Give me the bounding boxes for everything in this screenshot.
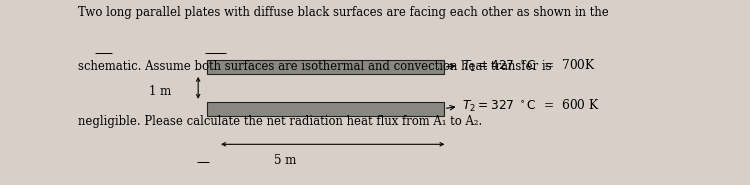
Text: schematic. Assume both surfaces are isothermal and convection heat transfer is: schematic. Assume both surfaces are isot… — [78, 60, 551, 73]
Text: 5 m: 5 m — [274, 154, 296, 167]
Text: $T_2 = 327\ ^\circ\mathrm{C}$  =  600 K: $T_2 = 327\ ^\circ\mathrm{C}$ = 600 K — [462, 98, 600, 115]
FancyBboxPatch shape — [207, 102, 444, 116]
Text: Two long parallel plates with diffuse black surfaces are facing each other as sh: Two long parallel plates with diffuse bl… — [78, 6, 608, 18]
Text: negligible. Please calculate the net radiation heat flux from A₁ to A₂.: negligible. Please calculate the net rad… — [78, 115, 482, 128]
FancyBboxPatch shape — [207, 60, 444, 74]
Text: 1 m: 1 m — [149, 85, 172, 98]
Text: $T_1 = 427\ ^\circ\mathrm{C}$  =  700K: $T_1 = 427\ ^\circ\mathrm{C}$ = 700K — [462, 58, 596, 74]
